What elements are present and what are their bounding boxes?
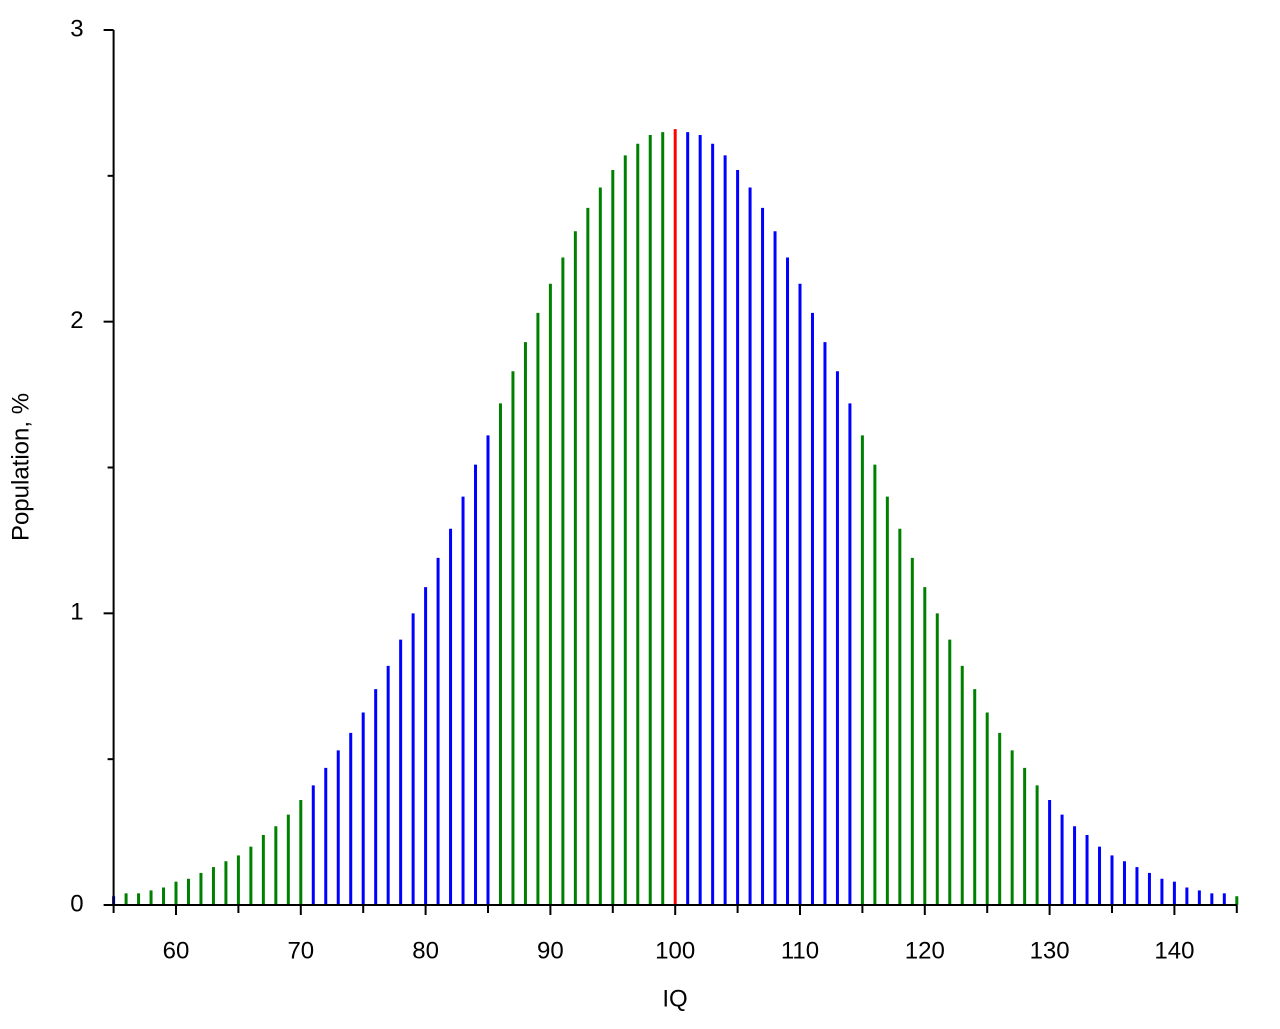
x-tick-label: 120 <box>905 937 945 964</box>
x-tick-label: 80 <box>412 937 439 964</box>
x-tick-label: 90 <box>537 937 564 964</box>
x-tick-label: 60 <box>163 937 190 964</box>
y-tick-label: 0 <box>70 890 83 917</box>
y-axis-label: Population, % <box>7 393 34 541</box>
y-tick-label: 3 <box>70 15 83 42</box>
x-tick-label: 70 <box>287 937 314 964</box>
x-tick-label: 100 <box>655 937 695 964</box>
x-tick-label: 140 <box>1154 937 1194 964</box>
x-tick-label: 110 <box>781 937 819 964</box>
x-tick-label: 130 <box>1030 937 1070 964</box>
y-tick-label: 2 <box>70 307 83 334</box>
y-tick-label: 1 <box>70 599 83 626</box>
x-axis-label: IQ <box>662 985 687 1012</box>
